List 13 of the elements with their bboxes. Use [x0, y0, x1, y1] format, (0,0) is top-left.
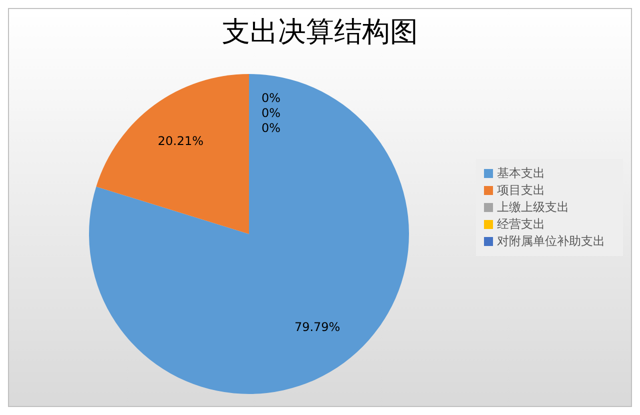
data-label: 20.21% — [158, 134, 204, 148]
data-label: 79.79% — [294, 320, 340, 334]
pie-slice — [89, 74, 409, 394]
legend-label: 上缴上级支出 — [497, 200, 569, 214]
text: 0% — [261, 121, 281, 135]
chart-title: 支出决算结构图 — [221, 14, 419, 50]
pie-slice — [96, 74, 249, 234]
text: 0% — [261, 106, 281, 120]
legend-label: 项目支出 — [497, 183, 545, 197]
legend-label: 基本支出 — [497, 166, 545, 180]
text: 0% — [261, 91, 281, 105]
legend-label: 对附属单位补助支出 — [497, 234, 605, 248]
legend-label: 经营支出 — [497, 217, 545, 231]
